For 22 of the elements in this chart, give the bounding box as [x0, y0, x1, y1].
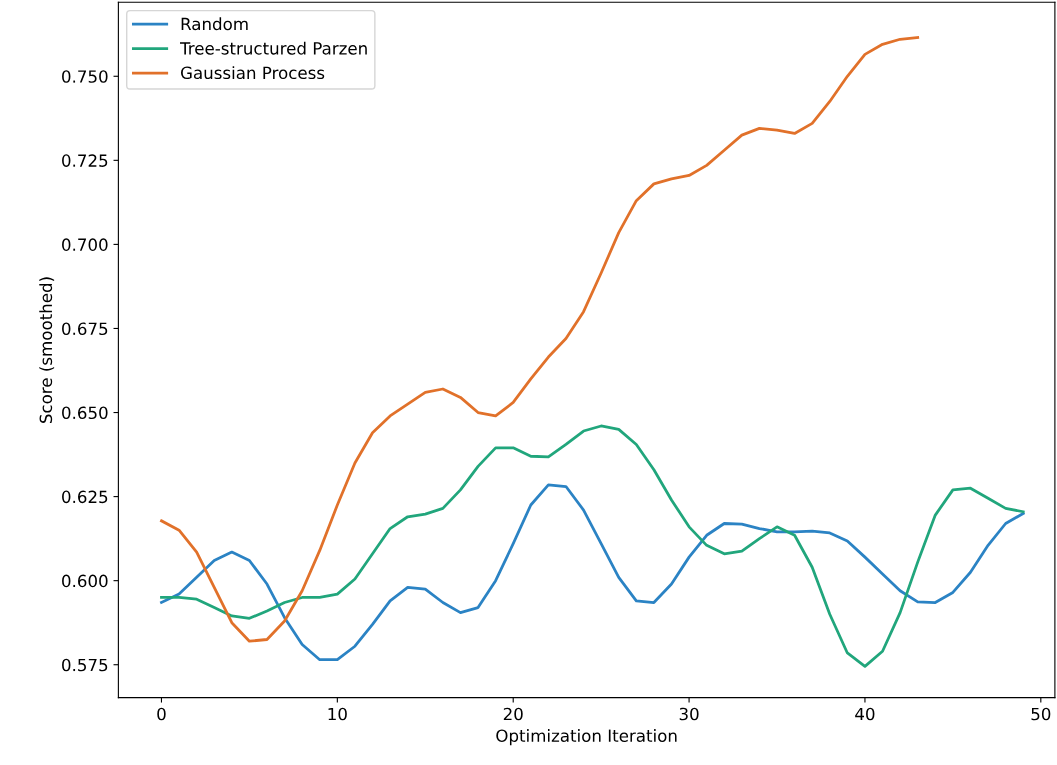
x-tick-label: 30: [679, 707, 699, 721]
line-series: [160, 424, 1025, 668]
y-tick-label: 0.625: [62, 490, 108, 504]
x-tick-label: 20: [503, 707, 523, 721]
line-series: [160, 483, 1025, 662]
y-tick-label: 0.700: [62, 238, 108, 251]
y-tick-label: 0.600: [62, 574, 108, 588]
legend-label: Gaussian Process: [180, 66, 325, 80]
legend-label: Tree-structured Parzen: [180, 41, 367, 55]
y-tick-label: 0.725: [62, 154, 108, 167]
x-axis-title: Optimization Iteration: [496, 729, 677, 746]
x-tick-label: 0: [157, 707, 166, 721]
y-axis-title: Score (smoothed): [39, 277, 55, 423]
x-tick-label: 40: [855, 707, 875, 721]
y-tick-label: 0.575: [62, 658, 108, 672]
legend-label: Random: [181, 17, 248, 31]
x-tick-label: 50: [1031, 707, 1051, 721]
x-tick-label: 10: [328, 707, 347, 721]
y-tick-label: 0.750: [62, 70, 108, 83]
y-tick-label: 0.675: [62, 322, 108, 336]
y-tick-label: 0.650: [62, 406, 108, 420]
line-series: [160, 36, 920, 643]
